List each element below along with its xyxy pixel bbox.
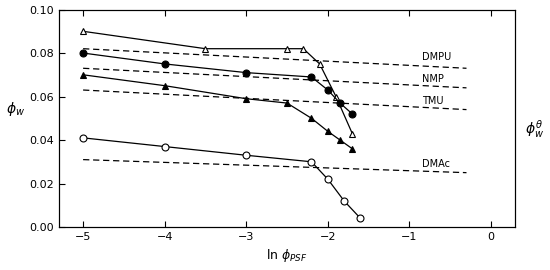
Y-axis label: $\phi_w^\theta$: $\phi_w^\theta$ bbox=[525, 118, 544, 140]
Text: DMAc: DMAc bbox=[422, 159, 449, 169]
Text: DMPU: DMPU bbox=[422, 52, 451, 62]
X-axis label: ln $\phi_{PSF}$: ln $\phi_{PSF}$ bbox=[266, 247, 308, 264]
Text: NMP: NMP bbox=[422, 74, 443, 84]
Text: TMU: TMU bbox=[422, 96, 443, 106]
Y-axis label: $\phi_w$: $\phi_w$ bbox=[6, 100, 25, 118]
